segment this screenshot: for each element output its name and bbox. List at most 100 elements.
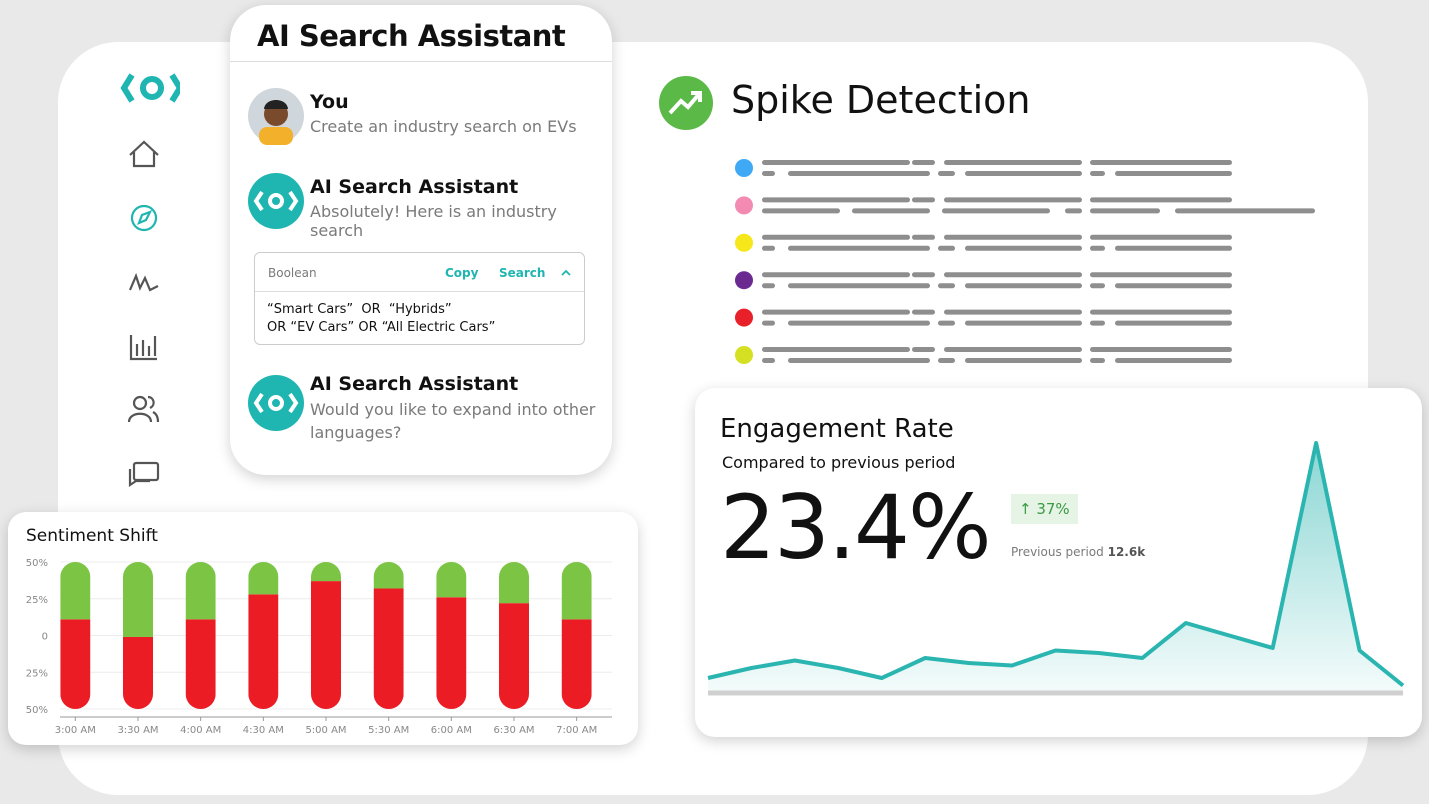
chat-title: AI Search Assistant — [257, 19, 566, 53]
users-icon[interactable] — [132, 395, 148, 411]
spike-title: Spike Detection — [731, 78, 1031, 122]
spike-list — [735, 159, 1315, 364]
text-placeholder — [938, 245, 955, 251]
query-label: Boolean — [268, 266, 317, 280]
text-placeholder — [1115, 358, 1232, 363]
text-placeholder — [762, 309, 910, 315]
previous-label-text: Previous period — [1011, 545, 1104, 559]
search-button[interactable]: Search — [499, 266, 546, 280]
engagement-card: Engagement Rate Compared to previous per… — [695, 388, 1422, 737]
text-placeholder — [1090, 160, 1232, 165]
bar-segment — [561, 562, 592, 620]
engagement-title: Engagement Rate — [720, 414, 954, 444]
message: Would you like to expand into other lang… — [310, 400, 596, 442]
text-placeholder — [965, 171, 1082, 176]
text-placeholder — [944, 347, 1082, 352]
query-box: Boolean Copy Search “Smart Cars” OR “Hyb… — [254, 252, 585, 345]
chat-card: AI Search Assistant You Create an indust… — [230, 5, 612, 475]
bar-group — [561, 562, 592, 709]
text-placeholder — [1115, 283, 1232, 289]
author: You — [310, 91, 349, 113]
sentiment-chart: 50% 25% 0 25% 50% 3:00 AM 3:30 AM 4:00 AM 4:30 A… — [26, 558, 612, 736]
status-dot — [735, 159, 753, 177]
text-placeholder — [788, 320, 930, 326]
bar-segment — [311, 581, 341, 709]
text-placeholder — [762, 171, 775, 176]
x-tick-label: 6:00 AM — [431, 725, 472, 736]
home-icon[interactable] — [129, 140, 159, 168]
spike-icon — [659, 76, 713, 130]
text-placeholder — [762, 160, 910, 165]
text-placeholder — [1090, 347, 1232, 352]
message: Absolutely! Here is an industry search — [310, 202, 557, 240]
text-placeholder — [788, 283, 930, 289]
bar-segment — [123, 562, 153, 637]
copy-button[interactable]: Copy — [445, 266, 479, 280]
text-placeholder — [1175, 208, 1315, 214]
bar-segment — [60, 562, 91, 620]
x-tick-label: 5:30 AM — [368, 725, 409, 736]
text-placeholder — [912, 160, 935, 165]
y-tick-label: 25% — [26, 595, 48, 606]
bar-segment — [248, 594, 279, 709]
text-placeholder — [1115, 320, 1232, 326]
text-placeholder — [912, 272, 935, 278]
query-line: “Smart Cars” OR “Hybrids” — [267, 302, 452, 317]
x-tick-label: 5:00 AM — [305, 725, 346, 736]
activity-icon[interactable] — [128, 272, 159, 292]
text-placeholder — [944, 309, 1082, 315]
sidebar — [120, 73, 180, 488]
bar-segment — [499, 603, 529, 709]
x-tick-label: 7:00 AM — [556, 725, 597, 736]
text-placeholder — [912, 309, 935, 315]
text-placeholder — [912, 347, 935, 352]
bar-group — [499, 562, 529, 709]
line — [707, 441, 1405, 688]
bar-segment — [561, 619, 592, 709]
stats-icon[interactable] — [129, 335, 157, 361]
author: AI Search Assistant — [310, 176, 519, 198]
bar-group — [123, 562, 153, 709]
text-placeholder — [944, 272, 1082, 278]
text-placeholder — [944, 197, 1082, 203]
collapse-icon[interactable] — [560, 268, 572, 278]
text-placeholder — [1115, 245, 1232, 251]
chat-icon[interactable] — [132, 461, 160, 482]
text-placeholder — [965, 245, 1082, 251]
bar-group — [311, 562, 341, 709]
text-placeholder — [938, 358, 955, 363]
bar-segment — [373, 588, 404, 709]
x-tick-label: 4:00 AM — [180, 725, 221, 736]
nav-icons[interactable] — [127, 140, 160, 488]
status-dot — [735, 233, 753, 252]
text-placeholder — [762, 234, 910, 240]
text-placeholder — [912, 197, 935, 203]
message: Create an industry search on EVs — [310, 117, 577, 136]
bar-group — [185, 562, 216, 709]
text-placeholder — [1090, 234, 1232, 240]
text-placeholder — [762, 245, 775, 251]
user-avatar — [248, 88, 304, 145]
x-tick-label: 3:30 AM — [117, 725, 158, 736]
text-placeholder — [762, 283, 775, 289]
bar-group — [373, 562, 404, 709]
engagement-value: 23.4% — [720, 476, 992, 579]
bar-segment — [311, 562, 341, 582]
text-placeholder — [1065, 208, 1082, 214]
engagement-chart — [707, 441, 1405, 696]
bar-segment — [60, 619, 91, 709]
query-line: OR “EV Cars” OR “All Electric Cars” — [267, 320, 496, 335]
text-placeholder — [1115, 171, 1232, 176]
explore-icon[interactable] — [130, 204, 158, 232]
previous-value: 12.6k — [1107, 545, 1146, 559]
y-tick-label: 0 — [42, 632, 48, 643]
change-badge: ↑ 37% — [1011, 494, 1078, 524]
bar-group — [248, 562, 279, 709]
bar-segment — [248, 562, 279, 595]
bar-segment — [499, 562, 529, 604]
text-placeholder — [788, 171, 930, 176]
text-placeholder — [762, 272, 910, 278]
text-placeholder — [944, 234, 1082, 240]
x-tick-label: 3:00 AM — [55, 725, 96, 736]
